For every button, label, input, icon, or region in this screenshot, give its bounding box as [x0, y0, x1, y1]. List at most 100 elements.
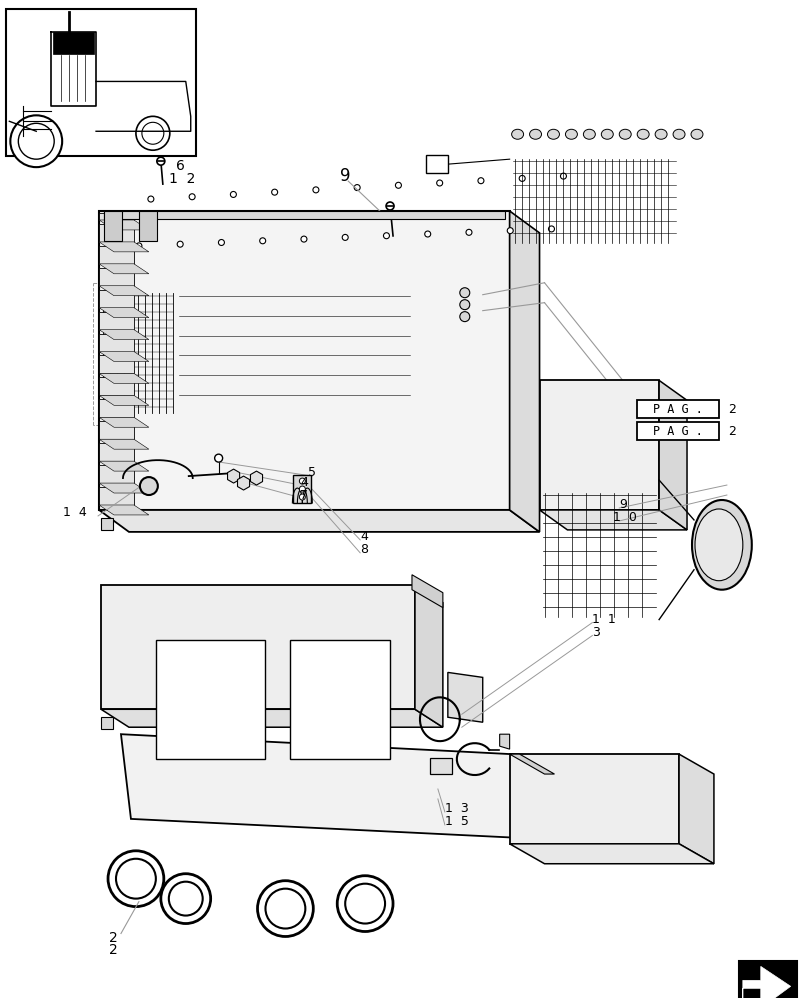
- Text: 1  3: 1 3: [445, 802, 469, 815]
- Bar: [156, 640, 266, 759]
- Polygon shape: [540, 510, 687, 530]
- Text: 3: 3: [592, 626, 600, 639]
- Text: 2: 2: [728, 403, 736, 416]
- Text: 1  0: 1 0: [613, 511, 638, 524]
- Ellipse shape: [691, 129, 703, 139]
- Circle shape: [384, 233, 389, 239]
- Circle shape: [507, 228, 513, 234]
- Circle shape: [258, 881, 314, 936]
- Circle shape: [169, 882, 203, 916]
- Polygon shape: [99, 461, 149, 471]
- Polygon shape: [99, 377, 134, 395]
- Polygon shape: [99, 330, 149, 340]
- Text: 1  1: 1 1: [592, 613, 617, 626]
- Circle shape: [189, 194, 195, 200]
- Circle shape: [343, 234, 348, 240]
- Ellipse shape: [692, 500, 751, 590]
- Circle shape: [395, 182, 402, 188]
- Ellipse shape: [511, 129, 524, 139]
- Circle shape: [11, 115, 62, 167]
- Circle shape: [108, 851, 164, 907]
- Text: 2: 2: [728, 425, 736, 438]
- Bar: [293, 475, 311, 503]
- Polygon shape: [743, 966, 791, 1000]
- Text: 8: 8: [360, 543, 368, 556]
- Polygon shape: [53, 32, 94, 54]
- Circle shape: [230, 191, 237, 197]
- Text: 6: 6: [176, 159, 185, 173]
- Circle shape: [140, 477, 158, 495]
- Polygon shape: [99, 417, 149, 427]
- Circle shape: [386, 202, 394, 210]
- Text: 9: 9: [619, 498, 627, 511]
- Polygon shape: [99, 510, 540, 532]
- Polygon shape: [510, 754, 679, 844]
- Ellipse shape: [655, 129, 667, 139]
- Ellipse shape: [619, 129, 631, 139]
- Polygon shape: [679, 754, 714, 864]
- Polygon shape: [99, 224, 134, 242]
- Polygon shape: [99, 505, 149, 515]
- Polygon shape: [99, 443, 134, 461]
- Polygon shape: [99, 268, 134, 286]
- Polygon shape: [101, 585, 415, 709]
- Bar: [638, 400, 719, 418]
- Circle shape: [299, 478, 305, 484]
- Circle shape: [259, 238, 266, 244]
- Text: 2: 2: [109, 943, 118, 957]
- Bar: [6, 9, 196, 156]
- Bar: [638, 422, 719, 440]
- Ellipse shape: [638, 129, 649, 139]
- Circle shape: [157, 157, 165, 165]
- Polygon shape: [415, 585, 443, 727]
- Circle shape: [466, 229, 472, 235]
- Bar: [101, 717, 113, 729]
- Circle shape: [436, 180, 443, 186]
- Ellipse shape: [673, 129, 685, 139]
- Bar: [290, 640, 390, 759]
- Polygon shape: [99, 487, 134, 505]
- Text: P A G .: P A G .: [653, 425, 703, 438]
- Circle shape: [337, 876, 393, 932]
- Ellipse shape: [583, 129, 595, 139]
- Polygon shape: [121, 734, 579, 841]
- Polygon shape: [412, 575, 443, 608]
- Circle shape: [136, 243, 142, 249]
- Polygon shape: [99, 264, 149, 274]
- Circle shape: [460, 312, 469, 322]
- Bar: [739, 961, 797, 1000]
- Text: 1  4: 1 4: [63, 506, 87, 519]
- Polygon shape: [99, 352, 149, 361]
- Polygon shape: [99, 242, 149, 252]
- Circle shape: [161, 874, 211, 924]
- Circle shape: [299, 494, 305, 500]
- Ellipse shape: [695, 509, 743, 581]
- Polygon shape: [101, 709, 443, 727]
- Text: 5: 5: [309, 466, 316, 479]
- Circle shape: [19, 123, 54, 159]
- Ellipse shape: [548, 129, 559, 139]
- Text: P A G .: P A G .: [653, 403, 703, 416]
- Circle shape: [142, 122, 164, 144]
- Circle shape: [136, 116, 170, 150]
- Circle shape: [460, 300, 469, 310]
- Circle shape: [549, 226, 554, 232]
- Circle shape: [218, 239, 225, 245]
- Polygon shape: [448, 672, 482, 722]
- Polygon shape: [99, 421, 134, 439]
- Polygon shape: [139, 211, 157, 241]
- Ellipse shape: [566, 129, 578, 139]
- Text: 9: 9: [340, 167, 351, 185]
- Bar: [430, 758, 452, 774]
- Bar: [426, 155, 448, 173]
- Polygon shape: [510, 844, 714, 864]
- Ellipse shape: [601, 129, 613, 139]
- Polygon shape: [99, 439, 149, 449]
- Circle shape: [425, 231, 431, 237]
- Polygon shape: [99, 395, 149, 405]
- Polygon shape: [104, 211, 122, 241]
- Polygon shape: [99, 220, 149, 230]
- Circle shape: [177, 241, 183, 247]
- Text: 2: 2: [109, 931, 118, 945]
- Polygon shape: [99, 355, 134, 373]
